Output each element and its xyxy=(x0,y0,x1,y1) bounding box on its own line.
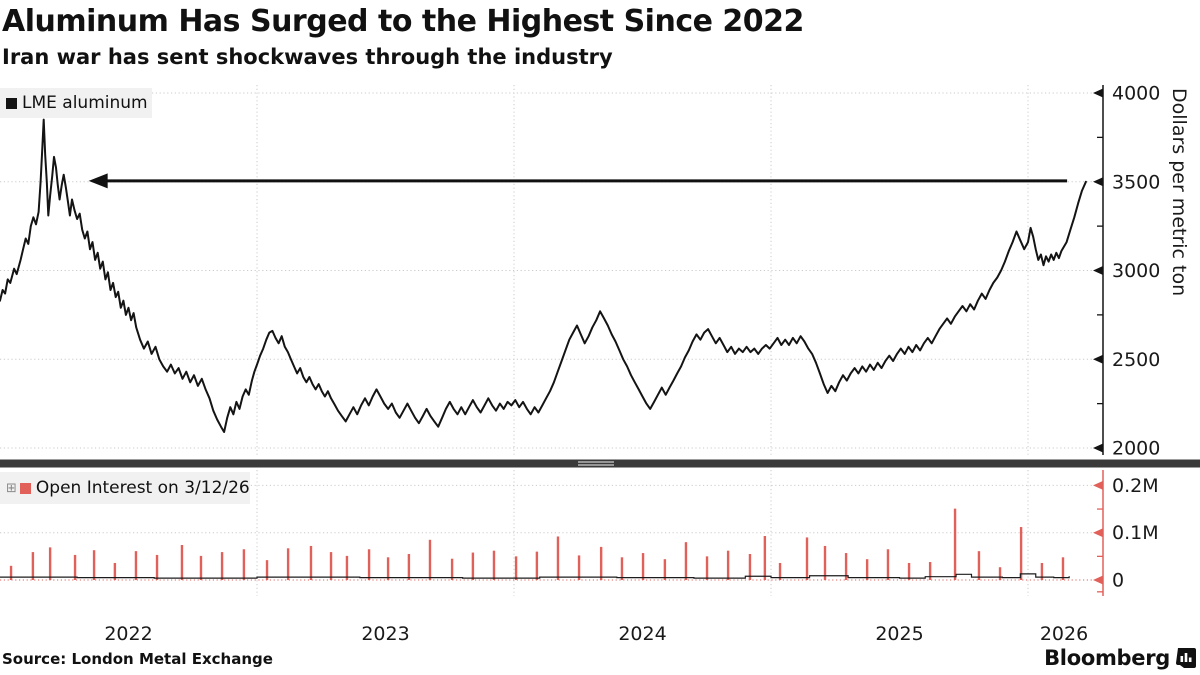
expand-legend-icon[interactable]: ⊞ xyxy=(6,480,17,496)
panel-divider[interactable] xyxy=(0,459,1200,468)
lme-aluminum-swatch-icon xyxy=(6,97,17,109)
price-tick-label: 3500 xyxy=(1112,171,1160,193)
price-tick-label: 3000 xyxy=(1112,260,1160,282)
oi-tick-label: 0 xyxy=(1112,570,1124,592)
x-tick-label: 2023 xyxy=(361,623,409,645)
price-line xyxy=(0,118,1087,433)
annotation-arrowhead-icon xyxy=(88,173,108,189)
tick-arrow-icon xyxy=(1093,528,1103,538)
y-axis-title: Dollars per metric ton xyxy=(1168,88,1190,297)
source-note: Source: London Metal Exchange xyxy=(2,650,273,668)
price-tick-label: 2000 xyxy=(1112,438,1160,460)
price-tick-label: 4000 xyxy=(1112,83,1160,105)
legend-open-interest[interactable]: ⊞ Open Interest on 3/12/26 xyxy=(0,472,250,504)
oi-baseline-line xyxy=(0,573,1070,579)
legend-lme-aluminum-label: LME aluminum xyxy=(22,93,148,113)
x-tick-label: 2025 xyxy=(875,623,923,645)
oi-tick-label: 0.2M xyxy=(1112,475,1159,497)
tick-arrow-icon xyxy=(1093,177,1103,187)
bloomberg-terminal-icon xyxy=(1176,648,1196,668)
bloomberg-wordmark: Bloomberg xyxy=(1044,646,1170,670)
oi-tick-label: 0.1M xyxy=(1112,522,1159,544)
legend-open-interest-label: Open Interest on 3/12/26 xyxy=(35,478,250,498)
tick-arrow-icon xyxy=(1093,266,1103,275)
bloomberg-logo: Bloomberg xyxy=(1044,646,1196,670)
x-tick-label: 2024 xyxy=(618,623,666,645)
price-tick-label: 2500 xyxy=(1112,349,1160,371)
tick-arrow-icon xyxy=(1093,354,1103,364)
tick-arrow-icon xyxy=(1093,88,1103,98)
chart-subtitle: Iran war has sent shockwaves through the… xyxy=(2,45,613,69)
open-interest-swatch-icon xyxy=(19,482,31,494)
chart-title: Aluminum Has Surged to the Highest Since… xyxy=(2,4,804,39)
tick-arrow-icon xyxy=(1093,443,1103,453)
tick-arrow-icon xyxy=(1093,480,1103,490)
x-tick-label: 2022 xyxy=(104,623,152,645)
x-tick-label: 2026 xyxy=(1040,623,1088,645)
legend-lme-aluminum[interactable]: LME aluminum xyxy=(0,88,152,118)
tick-arrow-icon xyxy=(1093,575,1103,585)
